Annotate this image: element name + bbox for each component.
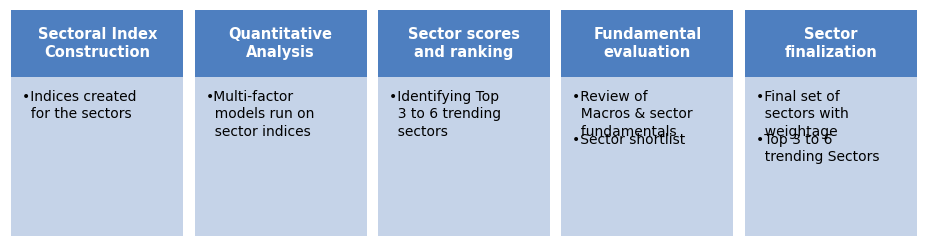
Text: •Top 3 to 6
  trending Sectors: •Top 3 to 6 trending Sectors xyxy=(755,133,878,165)
Text: Quantitative
Analysis: Quantitative Analysis xyxy=(228,27,332,60)
Text: •Sector shortlist: •Sector shortlist xyxy=(572,133,685,147)
Text: •Final set of
  sectors with
  weightage: •Final set of sectors with weightage xyxy=(755,90,847,139)
Text: Fundamental
evaluation: Fundamental evaluation xyxy=(592,27,701,60)
FancyBboxPatch shape xyxy=(561,77,732,236)
Text: •Indices created
  for the sectors: •Indices created for the sectors xyxy=(22,90,136,122)
FancyBboxPatch shape xyxy=(11,10,184,77)
FancyBboxPatch shape xyxy=(195,10,366,77)
Text: •Review of
  Macros & sector
  fundamentals: •Review of Macros & sector fundamentals xyxy=(572,90,692,139)
FancyBboxPatch shape xyxy=(11,77,184,236)
Text: •Identifying Top
  3 to 6 trending
  sectors: •Identifying Top 3 to 6 trending sectors xyxy=(388,90,501,139)
FancyBboxPatch shape xyxy=(743,10,916,77)
Text: •Multi-factor
  models run on
  sector indices: •Multi-factor models run on sector indic… xyxy=(206,90,313,139)
Text: Sector scores
and ranking: Sector scores and ranking xyxy=(408,27,519,60)
FancyBboxPatch shape xyxy=(377,77,550,236)
FancyBboxPatch shape xyxy=(743,77,916,236)
Text: Sectoral Index
Construction: Sectoral Index Construction xyxy=(37,27,157,60)
FancyBboxPatch shape xyxy=(561,10,732,77)
FancyBboxPatch shape xyxy=(377,10,550,77)
Text: Sector
finalization: Sector finalization xyxy=(783,27,876,60)
FancyBboxPatch shape xyxy=(195,77,366,236)
